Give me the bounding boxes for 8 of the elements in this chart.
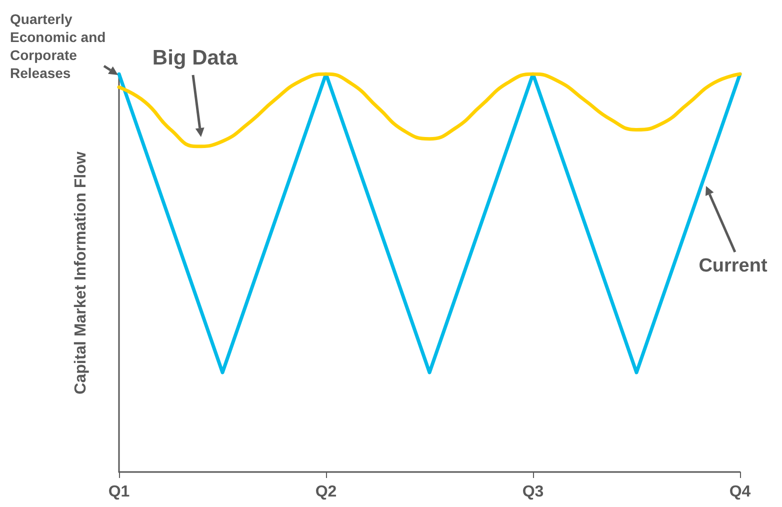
text: Big Data [152,46,238,70]
x-tick-label: Q2 [315,484,337,500]
x-tick-label: Q1 [108,484,130,500]
x-tick-label: Q3 [522,484,544,500]
text: Quarterly Economic and Corporate Releases [10,11,110,81]
x-tick-label: Q4 [729,484,751,500]
y-axis-title: Capital Market Information Flow [72,151,90,394]
annotation: Current [698,256,768,276]
